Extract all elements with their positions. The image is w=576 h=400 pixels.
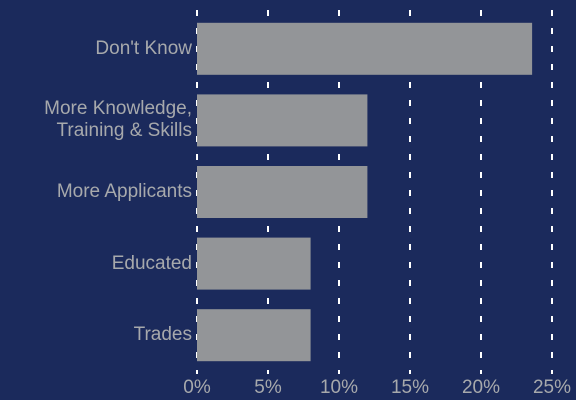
x-tick-label: 25%: [533, 377, 571, 398]
y-tick-label: Trades: [133, 324, 192, 346]
bar: [197, 22, 533, 75]
bar: [197, 237, 311, 290]
bar: [197, 94, 368, 147]
y-tick-label: Educated: [111, 252, 192, 274]
y-tick-label: More Knowledge, Training & Skills: [44, 98, 192, 142]
y-tick-label: Don't Know: [95, 37, 192, 59]
bar: [197, 166, 368, 218]
x-tick-label: 10%: [320, 377, 358, 398]
bar: [197, 309, 311, 362]
x-tick-label: 0%: [183, 377, 211, 398]
y-tick-label: More Applicants: [56, 181, 192, 202]
x-tick-label: 5%: [254, 377, 282, 398]
x-tick-label: 20%: [462, 377, 500, 398]
x-tick-label: 15%: [391, 377, 429, 398]
